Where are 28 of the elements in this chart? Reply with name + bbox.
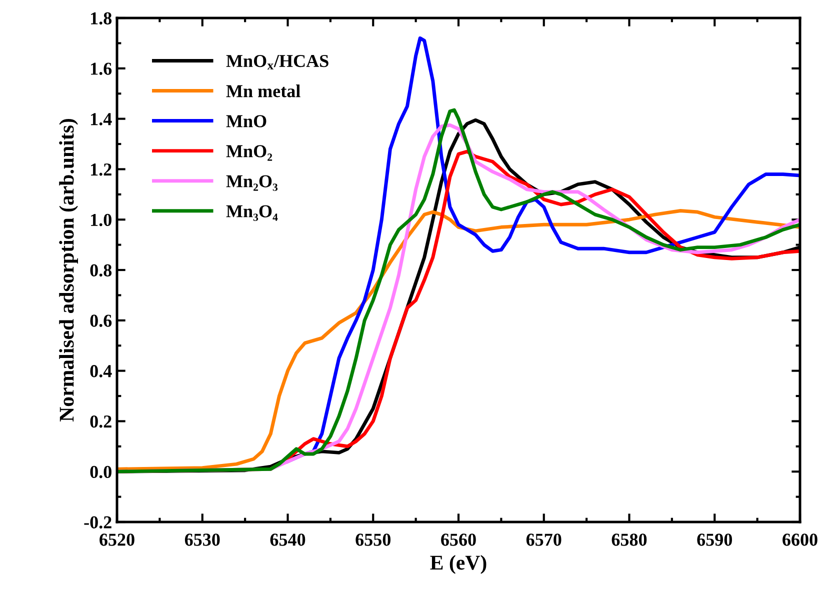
legend-label: MnO: [226, 115, 266, 128]
x-tick-label: 6550: [356, 534, 390, 546]
x-tick-label: 6580: [612, 534, 647, 546]
x-tick-label: 6530: [184, 534, 220, 546]
legend-label: MnO₂: [226, 145, 272, 161]
legend-label: MnO$_{x}$/HCAS: [226, 54, 328, 70]
y-tick-label: 0.2: [90, 415, 112, 428]
y-axis-title: Normalised adsorption (arb.units): [59, 118, 78, 422]
y-tick-label: 1.6: [91, 62, 112, 75]
y-tick-label: 1.4: [91, 113, 112, 126]
x-axis-title: E (eV): [430, 555, 486, 574]
x-tick-label: 6570: [526, 534, 562, 546]
y-tick-label: 0.0: [90, 466, 112, 478]
x-tick-label: 6540: [270, 534, 306, 546]
y-tick-label: 1.8: [91, 12, 112, 25]
y-tick-label: 0.6: [90, 314, 112, 327]
legend-label: Mn₃O₄: [226, 205, 278, 221]
x-tick-label: 6600: [782, 534, 818, 546]
y-tick-label: 0.8: [90, 264, 112, 277]
y-tick-label: -0.2: [84, 516, 112, 529]
x-tick-label: 6520: [100, 534, 134, 546]
legend-label: Mn₂O₃: [226, 175, 278, 191]
y-tick-label: 1.2: [91, 164, 112, 176]
legend-label: Mn metal: [226, 84, 300, 98]
x-tick-label: 6560: [441, 534, 476, 546]
x-tick-label: 6590: [697, 534, 732, 546]
y-tick-label: 1.0: [91, 214, 112, 226]
y-tick-label: 0.4: [90, 365, 112, 378]
